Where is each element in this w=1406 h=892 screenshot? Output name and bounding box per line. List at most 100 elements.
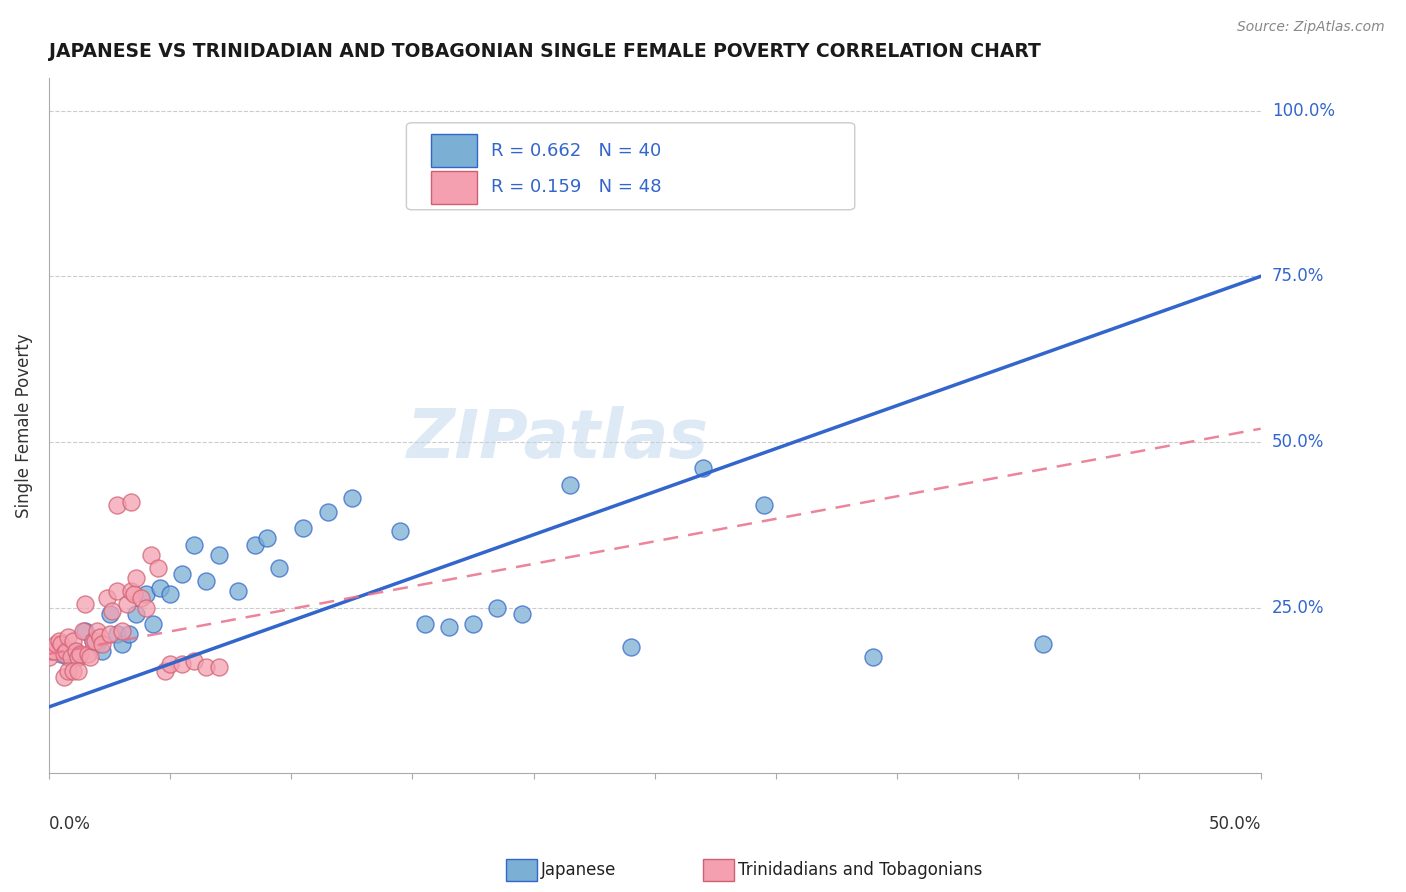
Point <box>75 624 97 638</box>
Point <box>58 650 80 665</box>
Text: 50.0%: 50.0% <box>1208 815 1261 833</box>
Point <box>118 627 141 641</box>
Point <box>98 607 121 622</box>
Point <box>58 631 80 645</box>
Text: Trinidadians and Tobagonians: Trinidadians and Tobagonians <box>738 861 983 880</box>
Point <box>389 524 412 539</box>
Point <box>48 633 70 648</box>
Point <box>62 633 84 648</box>
FancyBboxPatch shape <box>406 123 855 210</box>
Point <box>316 504 339 518</box>
Text: 75.0%: 75.0% <box>1272 268 1324 285</box>
Point <box>207 660 229 674</box>
Text: 50.0%: 50.0% <box>1272 433 1324 451</box>
Point <box>269 561 291 575</box>
Point <box>52 670 75 684</box>
Point <box>55 643 77 657</box>
Point <box>862 650 884 665</box>
Point <box>692 461 714 475</box>
Point <box>41 643 63 657</box>
Y-axis label: Single Female Poverty: Single Female Poverty <box>15 333 32 517</box>
Point <box>105 584 128 599</box>
Point <box>183 654 205 668</box>
Point <box>195 574 218 588</box>
Point <box>111 624 134 638</box>
Point <box>75 597 97 611</box>
Point <box>142 617 165 632</box>
Point <box>510 607 533 622</box>
Point <box>619 640 641 655</box>
Point <box>62 664 84 678</box>
Point <box>49 637 72 651</box>
Point <box>558 478 581 492</box>
Point <box>49 647 72 661</box>
Point <box>91 637 114 651</box>
Point <box>159 587 181 601</box>
Point <box>52 647 75 661</box>
Point <box>91 643 114 657</box>
Point <box>183 538 205 552</box>
Point <box>84 633 107 648</box>
Point <box>67 664 90 678</box>
Point <box>125 571 148 585</box>
Point <box>120 584 142 599</box>
Point <box>340 491 363 506</box>
Point <box>96 591 118 605</box>
Point <box>256 531 278 545</box>
Point <box>172 567 194 582</box>
Point <box>135 600 157 615</box>
Point <box>146 561 169 575</box>
Text: JAPANESE VS TRINIDADIAN AND TOBAGONIAN SINGLE FEMALE POVERTY CORRELATION CHART: JAPANESE VS TRINIDADIAN AND TOBAGONIAN S… <box>49 42 1040 61</box>
Text: 100.0%: 100.0% <box>1272 102 1334 120</box>
FancyBboxPatch shape <box>430 134 477 168</box>
Point <box>79 650 101 665</box>
Point <box>86 624 108 638</box>
Point <box>129 591 152 605</box>
Point <box>67 650 90 665</box>
Text: ZIPatlas: ZIPatlas <box>406 406 709 472</box>
Point <box>65 643 87 657</box>
Point <box>82 633 104 648</box>
Point <box>207 548 229 562</box>
Point <box>42 643 65 657</box>
Text: 25.0%: 25.0% <box>1272 599 1324 616</box>
Point <box>135 587 157 601</box>
Point <box>149 581 172 595</box>
Point <box>69 647 91 661</box>
Text: R = 0.662   N = 40: R = 0.662 N = 40 <box>491 142 661 160</box>
Point <box>38 650 60 665</box>
Point <box>413 617 436 632</box>
Text: R = 0.159   N = 48: R = 0.159 N = 48 <box>491 178 662 196</box>
Point <box>101 604 124 618</box>
Text: Source: ZipAtlas.com: Source: ZipAtlas.com <box>1237 20 1385 34</box>
Text: Japanese: Japanese <box>541 861 617 880</box>
Point <box>76 647 98 661</box>
Point <box>86 637 108 651</box>
Point <box>62 643 84 657</box>
Point <box>125 607 148 622</box>
Point <box>122 587 145 601</box>
Point <box>226 584 249 599</box>
Point <box>195 660 218 674</box>
Point <box>59 650 82 665</box>
FancyBboxPatch shape <box>430 170 477 204</box>
Point <box>159 657 181 671</box>
Point <box>461 617 484 632</box>
Point <box>1031 637 1053 651</box>
Point <box>120 494 142 508</box>
Point <box>172 657 194 671</box>
Point <box>98 627 121 641</box>
Point <box>58 664 80 678</box>
Point <box>89 631 111 645</box>
Point <box>752 498 775 512</box>
Point <box>155 664 177 678</box>
Point <box>111 637 134 651</box>
Point <box>437 620 460 634</box>
Point <box>243 538 266 552</box>
Point <box>292 521 315 535</box>
Point <box>139 548 162 562</box>
Point <box>105 627 128 641</box>
Point <box>45 637 67 651</box>
Point <box>115 597 138 611</box>
Point <box>67 650 90 665</box>
